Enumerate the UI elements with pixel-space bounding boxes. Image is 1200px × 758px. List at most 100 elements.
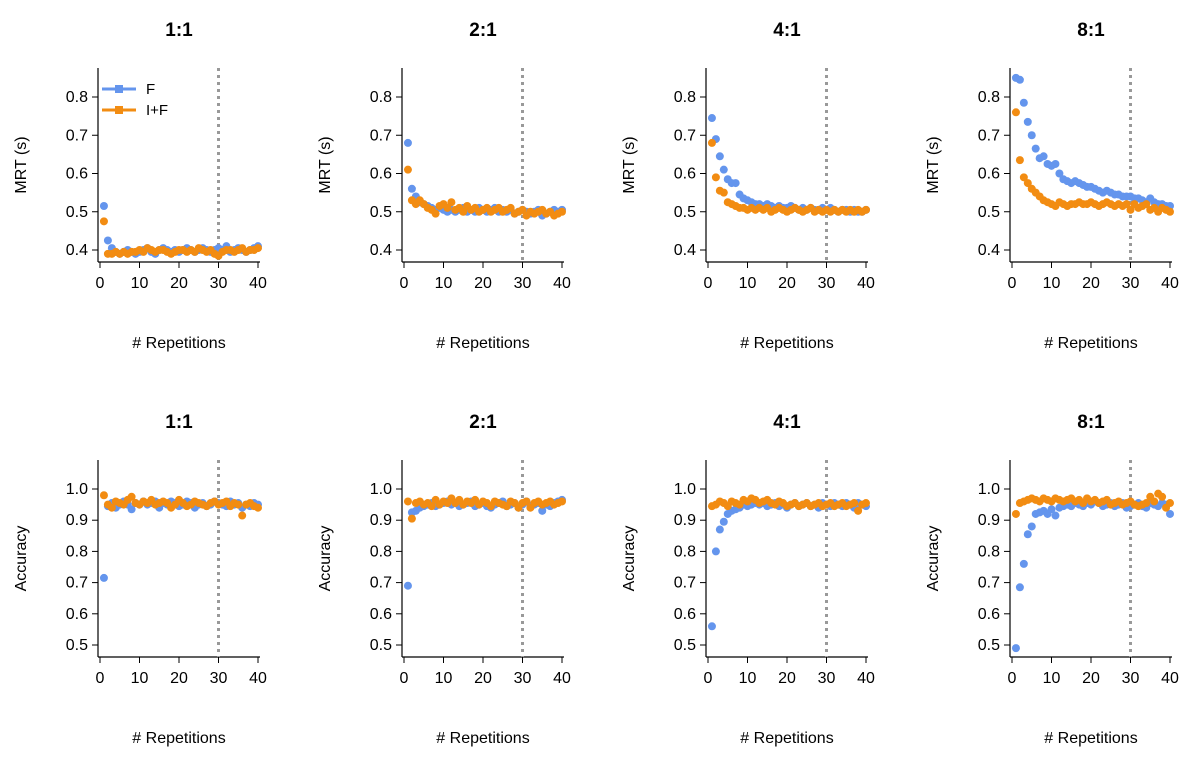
data-point <box>1027 131 1036 140</box>
data-point <box>711 173 720 182</box>
x-axis-label: # Repetitions <box>1044 730 1137 747</box>
data-point <box>127 492 136 501</box>
y-tick-label: 0.8 <box>674 543 696 560</box>
data-point <box>1142 499 1151 508</box>
x-tick-label: 10 <box>131 670 149 687</box>
y-tick-label: 0.4 <box>978 242 1000 259</box>
x-tick-label: 30 <box>514 275 532 292</box>
legend-label-IF: I+F <box>146 102 168 119</box>
x-tick-label: 0 <box>96 670 105 687</box>
y-tick-label: 0.8 <box>370 89 392 106</box>
y-axis-label: Accuracy <box>13 526 30 592</box>
x-tick-label: 20 <box>170 670 188 687</box>
data-point <box>403 138 412 147</box>
data-point <box>518 205 527 214</box>
panel-title: 4:1 <box>773 20 801 41</box>
panel-mrt-4-1: 4:1 0.4 0.5 0.6 0.7 0.8 0 10 20 30 40 # Repetitions… <box>621 20 875 352</box>
x-tick-label: 20 <box>1082 275 1100 292</box>
data-point <box>407 184 416 193</box>
x-tick-label: 0 <box>400 670 409 687</box>
panel-title: 1:1 <box>165 412 193 433</box>
data-point <box>127 505 136 514</box>
data-point <box>1019 173 1028 182</box>
data-point <box>1015 156 1024 165</box>
y-tick-label: 0.6 <box>370 166 392 183</box>
data-point <box>558 497 566 506</box>
data-point <box>254 244 262 253</box>
x-tick-label: 30 <box>818 670 836 687</box>
panel-mrt-1-1: 1:1 0.4 0.5 0.6 0.7 0.8 0 10 20 30 40 # Repetitions… <box>13 20 267 352</box>
panel-accuracy-8-1: 8:1 0.5 0.6 0.7 0.8 0.9 1.0 0 10 20 30 40 # Repetiti… <box>925 412 1179 747</box>
data-point <box>447 198 456 207</box>
data-point <box>99 217 108 226</box>
x-tick-label: 20 <box>170 275 188 292</box>
y-tick-label: 0.7 <box>978 127 1000 144</box>
data-point <box>238 511 247 520</box>
data-point <box>1015 75 1024 84</box>
data-point <box>1051 159 1060 168</box>
x-tick-label: 40 <box>553 670 571 687</box>
data-point <box>1015 583 1024 592</box>
data-point <box>1019 98 1028 107</box>
x-tick-label: 10 <box>131 275 149 292</box>
y-axis-label: MRT (s) <box>13 136 30 193</box>
y-tick-label: 0.9 <box>978 512 1000 529</box>
x-tick-label: 30 <box>210 275 228 292</box>
y-tick-label: 0.5 <box>978 637 1000 654</box>
x-tick-label: 0 <box>704 275 713 292</box>
data-point <box>522 497 531 506</box>
y-tick-label: 0.7 <box>674 127 696 144</box>
series-IF <box>403 165 566 220</box>
y-axis-label: MRT (s) <box>317 136 334 193</box>
y-tick-label: 0.5 <box>370 204 392 221</box>
data-point <box>538 506 547 515</box>
series-IF <box>1011 108 1174 216</box>
x-tick-label: 20 <box>474 670 492 687</box>
x-tick-label: 0 <box>1008 275 1017 292</box>
data-point <box>719 188 728 197</box>
panel-accuracy-1-1: 1:1 0.5 0.6 0.7 0.8 0.9 1.0 0 10 20 30 40 # Repetiti… <box>13 412 267 747</box>
x-axis-label: # Repetitions <box>1044 335 1137 352</box>
panel-accuracy-2-1: 2:1 0.5 0.6 0.7 0.8 0.9 1.0 0 10 20 30 40 # Repetiti… <box>317 412 571 747</box>
y-axis-label: Accuracy <box>925 526 942 592</box>
data-point <box>99 491 108 500</box>
x-tick-label: 30 <box>1122 670 1140 687</box>
x-axis-label: # Repetitions <box>740 335 833 352</box>
series-F <box>1011 73 1174 211</box>
y-tick-label: 0.6 <box>674 606 696 623</box>
series-F <box>1011 497 1174 653</box>
x-tick-label: 20 <box>1082 670 1100 687</box>
series-IF <box>707 138 870 216</box>
series-IF <box>1011 489 1174 518</box>
y-tick-label: 0.4 <box>66 242 88 259</box>
data-point <box>707 138 716 147</box>
y-axis-label: Accuracy <box>621 526 638 592</box>
data-point <box>1122 200 1131 209</box>
data-point <box>1011 644 1020 653</box>
y-tick-label: 1.0 <box>370 481 392 498</box>
data-point <box>731 179 740 188</box>
data-point <box>1011 509 1020 518</box>
x-tick-label: 20 <box>474 275 492 292</box>
data-point <box>711 547 720 556</box>
data-point <box>719 165 728 174</box>
x-axis-label: # Repetitions <box>740 730 833 747</box>
data-point <box>1051 511 1060 520</box>
y-tick-label: 0.6 <box>978 166 1000 183</box>
data-point <box>407 514 416 523</box>
y-tick-label: 0.6 <box>370 606 392 623</box>
y-tick-label: 0.5 <box>674 637 696 654</box>
x-tick-label: 20 <box>778 670 796 687</box>
x-tick-label: 30 <box>818 275 836 292</box>
x-tick-label: 40 <box>1161 275 1179 292</box>
panel-title: 2:1 <box>469 20 497 41</box>
data-point <box>427 502 436 511</box>
data-point <box>1031 144 1040 153</box>
x-axis-label: # Repetitions <box>132 335 225 352</box>
y-tick-label: 0.5 <box>66 637 88 654</box>
y-axis-label: MRT (s) <box>621 136 638 193</box>
y-tick-label: 0.7 <box>674 575 696 592</box>
y-tick-label: 0.6 <box>674 166 696 183</box>
legend-label-F: F <box>146 81 155 98</box>
